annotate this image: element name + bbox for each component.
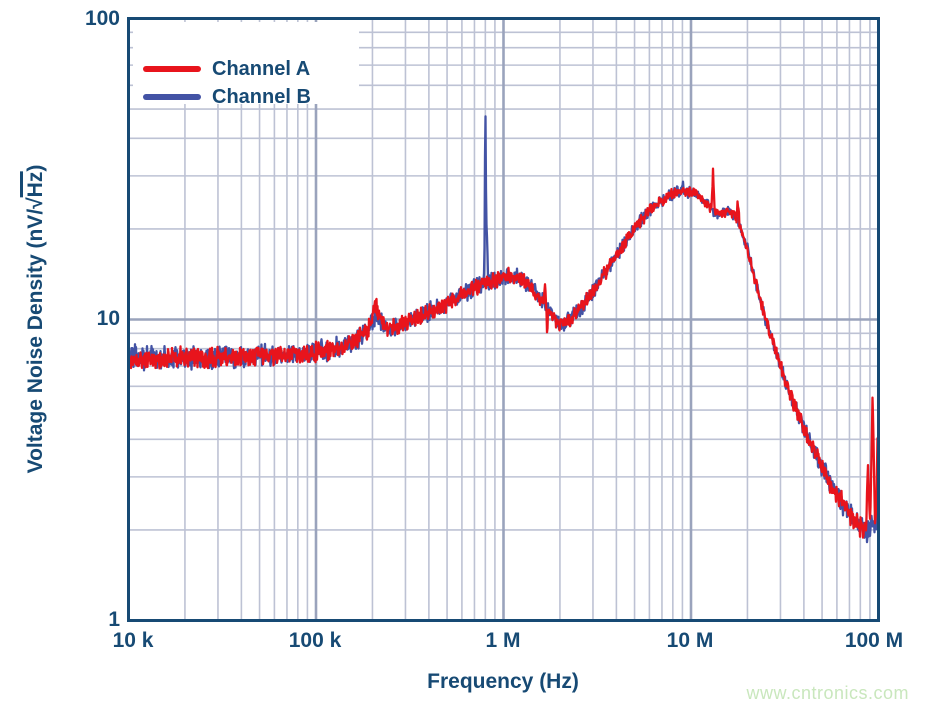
legend: Channel A Channel B xyxy=(133,22,359,108)
channel-a-line-swatch xyxy=(143,66,201,72)
x-tick-100k: 100 k xyxy=(288,629,342,652)
x-tick-100m: 100 M xyxy=(844,629,904,652)
y-axis-title-prefix: Voltage Noise Density (nV/ xyxy=(24,208,47,474)
y-axis-title-radicand: Hz xyxy=(20,171,47,198)
legend-label-channel-a: Channel A xyxy=(212,58,311,80)
legend-item-channel-a: Channel A xyxy=(143,56,310,82)
y-axis-title: Voltage Noise Density (nV/√Hz) xyxy=(20,164,48,474)
x-axis-title: Frequency (Hz) xyxy=(427,670,579,693)
channel-b-line-swatch xyxy=(143,94,201,100)
x-tick-1m: 1 M xyxy=(485,629,521,652)
legend-item-channel-b: Channel B xyxy=(143,84,311,110)
watermark: www.cntronics.com xyxy=(746,683,909,703)
sqrt-symbol: √ xyxy=(24,197,47,209)
x-tick-10k: 10 k xyxy=(112,629,154,652)
y-tick-100: 100 xyxy=(84,7,120,30)
y-axis-title-suffix: ) xyxy=(24,164,47,172)
y-tick-1: 1 xyxy=(108,608,120,631)
legend-label-channel-b: Channel B xyxy=(212,86,311,108)
x-tick-10m: 10 M xyxy=(666,629,714,652)
y-tick-10: 10 xyxy=(96,307,120,330)
